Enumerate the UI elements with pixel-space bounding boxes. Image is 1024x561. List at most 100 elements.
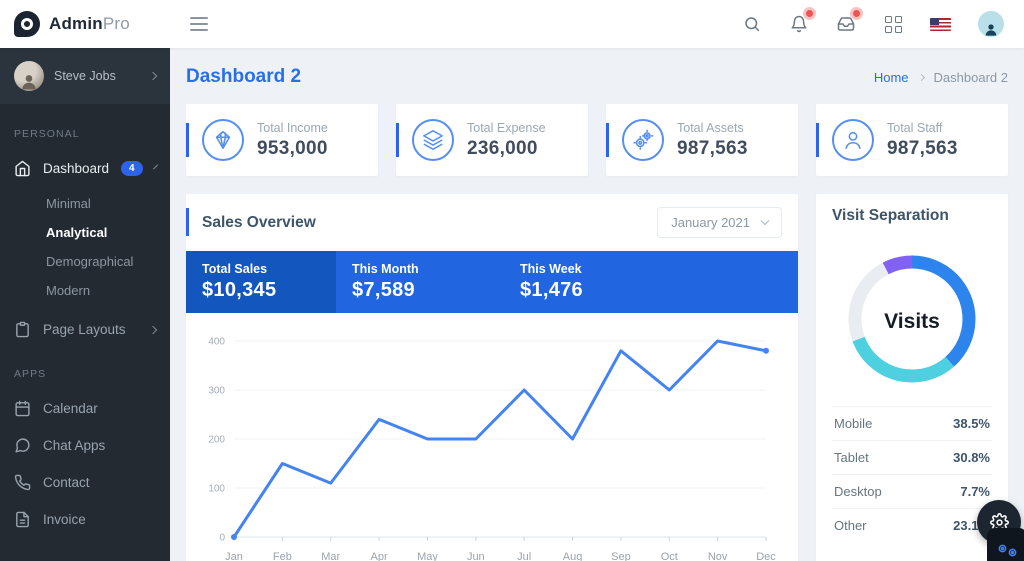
theme-settings-button[interactable] — [987, 528, 1024, 561]
card-accent — [816, 123, 819, 157]
sidebar-item-label: Invoice — [43, 512, 86, 527]
svg-text:Jun: Jun — [467, 551, 485, 561]
sales-line-chart: 0 100 200 300 400 Jan Feb Mar Apr May Jun Jul Aug Sep… — [208, 337, 776, 561]
sidebar-item-modern[interactable]: Modern — [46, 283, 91, 298]
page-title: Dashboard 2 — [186, 66, 302, 87]
user-avatar[interactable] — [978, 11, 1004, 37]
svg-text:400: 400 — [208, 337, 225, 348]
visits-donut-svg — [848, 255, 976, 383]
sales-overview-header: Sales Overview January 2021 — [186, 194, 798, 251]
card-accent — [606, 123, 609, 157]
legend-row-tablet: Tablet 30.8% — [832, 440, 992, 474]
stat-value: 987,563 — [677, 137, 748, 159]
adminpro-logo-icon — [14, 11, 40, 37]
phone-icon — [14, 474, 31, 491]
svg-text:Dec: Dec — [756, 551, 776, 561]
stat-label: Total Income — [257, 120, 328, 135]
svg-text:Jan: Jan — [225, 551, 243, 561]
stat-card-total-income: Total Income 953,000 — [186, 104, 378, 176]
section-heading-apps: APPS — [14, 368, 47, 380]
summary-value: $1,476 — [520, 279, 583, 301]
legend-label: Mobile — [834, 416, 873, 431]
stat-value: 953,000 — [257, 137, 328, 159]
svg-text:Aug: Aug — [563, 551, 583, 561]
calendar-icon — [15, 400, 30, 417]
legend-label: Other — [834, 518, 867, 533]
svg-text:Nov: Nov — [708, 551, 728, 561]
chevron-right-icon — [917, 73, 925, 81]
sidebar-item-minimal[interactable]: Minimal — [46, 196, 91, 211]
income-icon — [202, 119, 244, 161]
chevron-right-icon — [148, 71, 158, 81]
sidebar-item-demographical[interactable]: Demographical — [46, 254, 134, 269]
period-select[interactable]: January 2021 — [657, 207, 782, 238]
brand-name: AdminPro — [49, 14, 130, 33]
legend-value: 30.8% — [953, 450, 990, 465]
summary-value: $10,345 — [202, 279, 277, 301]
search-icon[interactable] — [742, 14, 762, 34]
sidebar-item-invoice[interactable]: Invoice — [0, 501, 170, 538]
topbar: AdminPro — [0, 0, 1024, 48]
svg-text:100: 100 — [208, 484, 225, 495]
summary-label: This Week — [520, 262, 582, 276]
sidebar-item-page-layouts[interactable]: Page Layouts — [0, 311, 170, 348]
stat-value: 987,563 — [887, 137, 958, 159]
assets-gears-icon — [622, 119, 664, 161]
chevron-down-icon — [152, 164, 158, 170]
period-select-value: January 2021 — [671, 215, 750, 230]
staff-person-icon — [832, 119, 874, 161]
expense-layers-icon — [412, 119, 454, 161]
stat-value: 236,000 — [467, 137, 538, 159]
stat-card-total-expense: Total Expense 236,000 — [396, 104, 588, 176]
svg-text:Jul: Jul — [517, 551, 531, 561]
sidebar-item-calendar[interactable]: Calendar — [0, 390, 170, 427]
card-accent — [186, 123, 189, 157]
sidebar-item-analytical[interactable]: Analytical — [46, 225, 108, 240]
legend-label: Desktop — [834, 484, 882, 499]
legend-row-other: Other 23.1% — [832, 508, 992, 542]
visit-separation-card: Visit Separation Visits Mobile 38.5% Tab… — [816, 194, 1008, 561]
topbar-actions — [742, 10, 1024, 37]
summary-this-week: This Week $1,476 — [504, 251, 599, 313]
main-content: Dashboard 2 Home Dashboard 2 Total Incom… — [170, 48, 1024, 561]
stats-row: Total Income 953,000 Total Expense 236,0… — [186, 104, 1008, 176]
file-icon — [16, 511, 29, 528]
svg-text:May: May — [417, 551, 438, 561]
chevron-down-icon — [760, 216, 770, 226]
svg-text:Apr: Apr — [371, 551, 388, 561]
grid-apps-icon[interactable] — [883, 14, 903, 34]
us-flag-icon[interactable] — [930, 17, 951, 31]
notification-badge — [806, 10, 813, 17]
svg-text:300: 300 — [208, 386, 225, 397]
sidebar-item-contact[interactable]: Contact — [0, 464, 170, 501]
sidebar: Steve Jobs PERSONAL Dashboard 4 Minimal … — [0, 48, 170, 561]
sidebar-profile[interactable]: Steve Jobs — [0, 48, 170, 104]
inbox-icon[interactable] — [836, 10, 860, 34]
sidebar-item-chat-apps[interactable]: Chat Apps — [0, 427, 170, 464]
home-icon — [15, 160, 30, 177]
profile-name: Steve Jobs — [54, 69, 116, 83]
visit-separation-title: Visit Separation — [832, 207, 949, 224]
page-header: Dashboard 2 Home Dashboard 2 — [186, 61, 1008, 93]
dashboard-count-badge: 4 — [121, 161, 143, 176]
menu-toggle-icon[interactable] — [190, 17, 208, 31]
gears-icon — [1008, 548, 1016, 556]
adminpro-logo[interactable]: AdminPro — [0, 11, 170, 37]
bell-icon[interactable] — [789, 10, 813, 34]
legend-value: 7.7% — [960, 484, 990, 499]
breadcrumb-current: Dashboard 2 — [933, 69, 1008, 85]
svg-text:Oct: Oct — [661, 551, 678, 561]
svg-text:Mar: Mar — [321, 551, 340, 561]
gears-icon — [998, 544, 1006, 552]
legend-row-desktop: Desktop 7.7% — [832, 474, 992, 508]
dashboard-submenu: Minimal Analytical Demographical Modern — [0, 187, 170, 311]
breadcrumb-home-link[interactable]: Home — [873, 69, 909, 85]
legend-label: Tablet — [834, 450, 869, 465]
summary-label: This Month — [352, 262, 419, 276]
summary-this-month: This Month $7,589 — [336, 251, 504, 313]
chevron-right-icon — [148, 325, 158, 334]
section-heading-personal: PERSONAL — [14, 128, 80, 140]
svg-text:200: 200 — [208, 435, 225, 446]
sales-overview-card: Sales Overview January 2021 Total Sales … — [186, 194, 798, 561]
sidebar-item-dashboard[interactable]: Dashboard 4 — [0, 150, 170, 187]
